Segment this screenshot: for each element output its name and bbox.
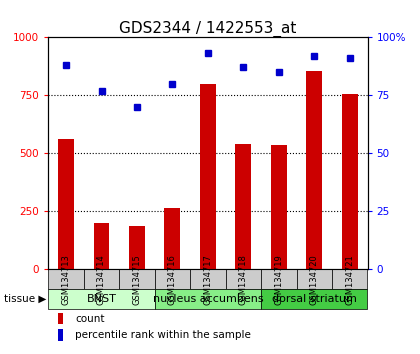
Text: BNST: BNST bbox=[87, 294, 116, 304]
Bar bbox=[165, 208, 181, 269]
Bar bbox=[94, 223, 110, 269]
Bar bbox=[155, 289, 261, 309]
Bar bbox=[297, 269, 332, 289]
Text: GSM134717: GSM134717 bbox=[203, 254, 213, 305]
Text: GSM134713: GSM134713 bbox=[62, 254, 71, 305]
Text: GSM134718: GSM134718 bbox=[239, 254, 248, 305]
Bar bbox=[48, 289, 155, 309]
Text: GSM134721: GSM134721 bbox=[345, 254, 354, 305]
Bar bbox=[58, 313, 63, 324]
Text: nucleus accumbens: nucleus accumbens bbox=[152, 294, 263, 304]
Bar bbox=[261, 289, 368, 309]
Text: GSM134714: GSM134714 bbox=[97, 254, 106, 305]
Bar bbox=[261, 269, 297, 289]
Bar bbox=[155, 269, 190, 289]
Text: GSM134719: GSM134719 bbox=[274, 254, 284, 305]
Bar bbox=[84, 269, 119, 289]
Text: tissue ▶: tissue ▶ bbox=[4, 294, 47, 304]
Title: GDS2344 / 1422553_at: GDS2344 / 1422553_at bbox=[119, 21, 297, 37]
Text: dorsal striatum: dorsal striatum bbox=[272, 294, 357, 304]
Bar bbox=[342, 94, 358, 269]
Bar bbox=[190, 269, 226, 289]
Bar bbox=[129, 227, 145, 269]
Bar bbox=[306, 71, 322, 269]
Text: GSM134715: GSM134715 bbox=[132, 254, 142, 305]
Bar bbox=[271, 145, 287, 269]
Text: GSM134720: GSM134720 bbox=[310, 254, 319, 305]
Text: count: count bbox=[76, 314, 105, 324]
Text: percentile rank within the sample: percentile rank within the sample bbox=[76, 330, 251, 340]
Bar bbox=[48, 269, 84, 289]
Bar bbox=[226, 269, 261, 289]
Bar bbox=[58, 139, 74, 269]
Text: GSM134716: GSM134716 bbox=[168, 254, 177, 305]
Bar bbox=[332, 269, 368, 289]
Bar bbox=[119, 269, 155, 289]
Bar bbox=[58, 329, 63, 341]
Bar bbox=[200, 84, 216, 269]
Bar bbox=[235, 144, 251, 269]
